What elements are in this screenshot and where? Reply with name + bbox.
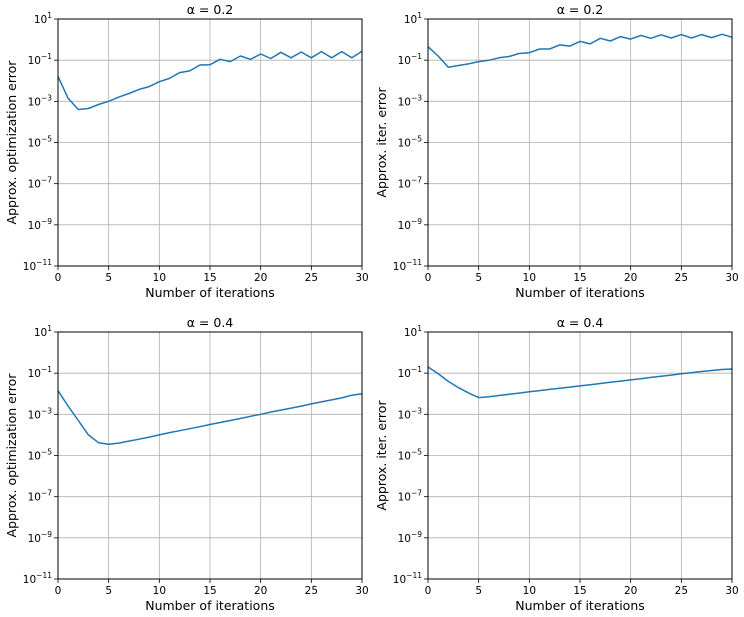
y-tick-label: 101 [34, 324, 52, 339]
x-axis-label: Number of iterations [515, 598, 645, 613]
y-tick-label: 10−11 [393, 258, 422, 273]
x-tick-label: 10 [153, 272, 166, 284]
series-line-1 [57, 50, 363, 111]
subplot-2: 0 5 10 15 20 25 30 10−11 10−9 10−7 10−5 10−3 10−1 101… [374, 2, 739, 300]
x-tick-label: 30 [725, 272, 738, 284]
y-tick-label: 10−5 [398, 135, 423, 150]
x-tick-label: 20 [624, 585, 637, 597]
y-tick-label: 10−7 [398, 489, 423, 504]
y-tick-label: 10−5 [28, 448, 53, 463]
subplot-3: 0 5 10 15 20 25 30 10−11 10−9 10−7 10−5 10−3 10−1 101… [4, 315, 369, 613]
x-tick-label: 5 [105, 585, 112, 597]
y-tick-label: 10−1 [28, 365, 53, 380]
subplot-title: α = 0.4 [187, 315, 234, 330]
y-tick-label: 10−1 [398, 365, 423, 380]
y-tick-label: 10−11 [23, 258, 52, 273]
axes-frame [427, 331, 733, 580]
y-tick-label: 10−9 [398, 217, 423, 232]
y-tick-label: 10−7 [28, 489, 53, 504]
y-axis-label: Approx. optimization error [4, 60, 19, 225]
x-tick-label: 30 [725, 585, 738, 597]
y-tick-label: 101 [404, 324, 422, 339]
y-tick-label: 10−3 [398, 406, 423, 421]
x-tick-label: 15 [203, 272, 216, 284]
y-tick-label: 10−11 [23, 571, 52, 586]
x-tick-label: 20 [254, 585, 267, 597]
x-tick-label: 0 [425, 272, 432, 284]
y-tick-label: 10−7 [398, 176, 423, 191]
x-tick-label: 20 [254, 272, 267, 284]
x-tick-label: 25 [675, 272, 688, 284]
y-tick-label: 10−11 [393, 571, 422, 586]
x-tick-label: 0 [55, 272, 62, 284]
x-tick-label: 30 [355, 585, 368, 597]
x-tick-label: 25 [305, 272, 318, 284]
axes-frame [57, 331, 363, 580]
x-tick-label: 10 [153, 585, 166, 597]
x-tick-label: 30 [355, 272, 368, 284]
x-tick-label: 0 [425, 585, 432, 597]
y-tick-label: 10−7 [28, 176, 53, 191]
y-axis-label: Approx. optimization error [4, 373, 19, 538]
y-tick-label: 10−9 [28, 217, 53, 232]
x-tick-label: 5 [475, 272, 482, 284]
y-tick-label: 10−5 [28, 135, 53, 150]
axes-frame [57, 18, 363, 267]
x-tick-label: 5 [105, 272, 112, 284]
y-tick-label: 101 [34, 11, 52, 26]
y-axis-label: Approx. iter. error [374, 87, 389, 198]
x-axis-label: Number of iterations [145, 598, 275, 613]
x-tick-label: 25 [675, 585, 688, 597]
x-tick-label: 5 [475, 585, 482, 597]
x-tick-label: 15 [573, 585, 586, 597]
x-axis-label: Number of iterations [145, 285, 275, 300]
y-tick-label: 10−1 [28, 52, 53, 67]
subplot-4: 0 5 10 15 20 25 30 10−11 10−9 10−7 10−5 10−3 10−1 101… [374, 315, 739, 613]
x-tick-label: 15 [203, 585, 216, 597]
x-tick-label: 25 [305, 585, 318, 597]
x-tick-label: 10 [523, 585, 536, 597]
subplot-title: α = 0.2 [187, 2, 234, 17]
axes-frame [427, 18, 733, 267]
subplot-title: α = 0.2 [557, 2, 604, 17]
x-tick-label: 20 [624, 272, 637, 284]
y-tick-label: 10−5 [398, 448, 423, 463]
subplot-1: 0 5 10 15 20 25 30 10−11 10−9 10−7 10−5 10−3 10−1 101… [4, 2, 369, 300]
y-tick-label: 101 [404, 11, 422, 26]
series-line-1 [427, 33, 733, 69]
subplot-title: α = 0.4 [557, 315, 604, 330]
y-axis-label: Approx. iter. error [374, 400, 389, 511]
y-tick-label: 10−9 [398, 530, 423, 545]
y-tick-label: 10−9 [28, 530, 53, 545]
series-line-1 [57, 390, 363, 446]
y-tick-label: 10−3 [28, 93, 53, 108]
series-line-1 [427, 366, 733, 399]
y-tick-label: 10−3 [398, 93, 423, 108]
x-tick-label: 0 [55, 585, 62, 597]
y-tick-label: 10−1 [398, 52, 423, 67]
x-axis-label: Number of iterations [515, 285, 645, 300]
y-tick-label: 10−3 [28, 406, 53, 421]
x-tick-label: 15 [573, 272, 586, 284]
x-tick-label: 10 [523, 272, 536, 284]
